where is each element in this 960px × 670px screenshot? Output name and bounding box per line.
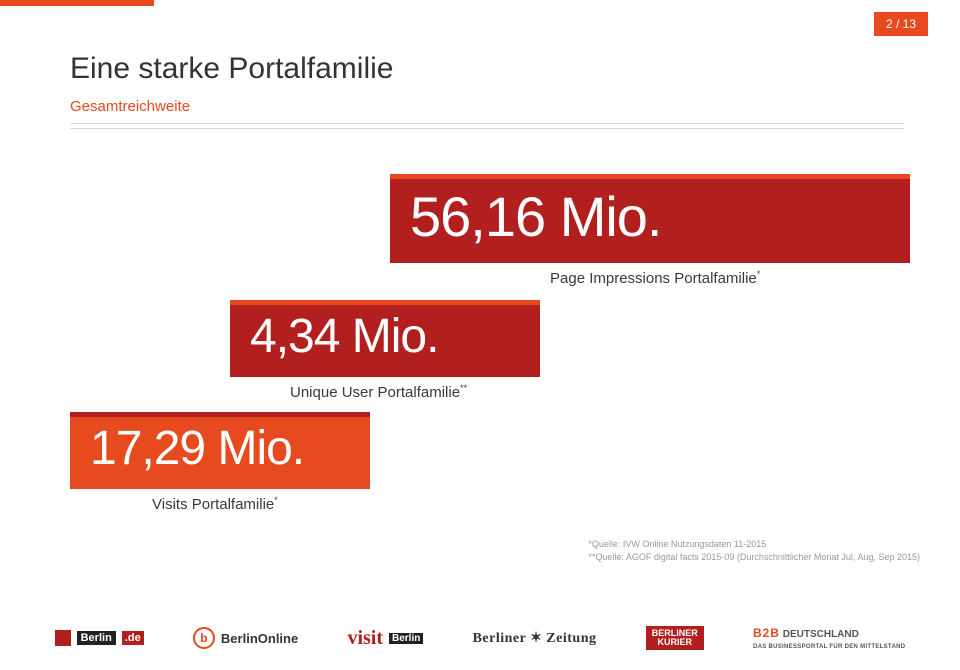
metric-label-text: Unique User Portalfamilie [290,384,460,401]
metric-label: Page Impressions Portalfamilie* [390,269,910,287]
metric-label: Unique User Portalfamilie** [230,383,540,401]
logo-mark-icon [55,630,71,646]
logo-berliner-zeitung: Berliner ✶ Zeitung [473,630,597,647]
top-accent-bar [0,0,154,6]
logo-berlin-de: Berlin .de [55,630,144,646]
logo-country: DEUTSCHLAND [783,629,859,640]
metric-value: 56,16 Mio. [390,179,910,245]
footer-logos: Berlin .de b BerlinOnline visit Berlin Ber… [0,606,960,670]
footnotes: *Quelle: IVW Online Nutzungsdaten 11-201… [588,538,920,563]
metric-label-text: Visits Portalfamilie [152,496,274,513]
metric-label-sup: * [274,495,278,505]
metric-label: Visits Portalfamilie* [70,495,370,513]
logo-text: BerlinOnline [221,631,298,646]
metric-label-sup: ** [460,383,467,393]
logo-brand: B2B [753,626,780,640]
logo-script: visit [347,627,383,650]
logo-berliner-kurier: BERLINER KURIER [646,626,704,651]
metric-label-text: Page Impressions Portalfamilie [550,270,757,287]
footnote-line: *Quelle: IVW Online Nutzungsdaten 11-201… [588,538,920,551]
page-title: Eine starke Portalfamilie [70,52,393,86]
logo-glyph-icon: b [193,627,215,649]
bar-body: 4,34 Mio. [230,305,540,377]
divider [70,128,904,129]
logo-line2: KURIER [652,638,698,647]
logo-b2b-deutschland: B2B DEUTSCHLAND DAS BUSINESSPORTAL FÜR D… [753,626,905,651]
page-subtitle: Gesamtreichweite [70,98,904,121]
footnote-line: **Quelle: AGOF digital facts 2015-09 (Du… [588,551,920,564]
metric-value: 17,29 Mio. [70,417,370,473]
metric-bar-unique-user: 4,34 Mio. Unique User Portalfamilie** [230,300,540,401]
logo-tagline: DAS BUSINESSPORTAL FÜR DEN MITTELSTAND [753,644,905,650]
metric-bar-visits: 17,29 Mio. Visits Portalfamilie* [70,412,370,513]
bar-body: 17,29 Mio. [70,417,370,489]
metric-bar-page-impressions: 56,16 Mio. Page Impressions Portalfamili… [390,174,910,287]
divider [70,123,904,124]
logo-berlinonline: b BerlinOnline [193,627,298,649]
logo-visit-berlin: visit Berlin [347,627,423,650]
metric-value: 4,34 Mio. [230,305,540,361]
page-number-badge: 2 / 13 [874,12,928,36]
logo-tld: .de [122,631,144,645]
logo-flag: Berlin [389,633,423,644]
metric-label-sup: * [757,269,761,279]
logo-text: Berlin [77,631,116,645]
bar-body: 56,16 Mio. [390,179,910,263]
